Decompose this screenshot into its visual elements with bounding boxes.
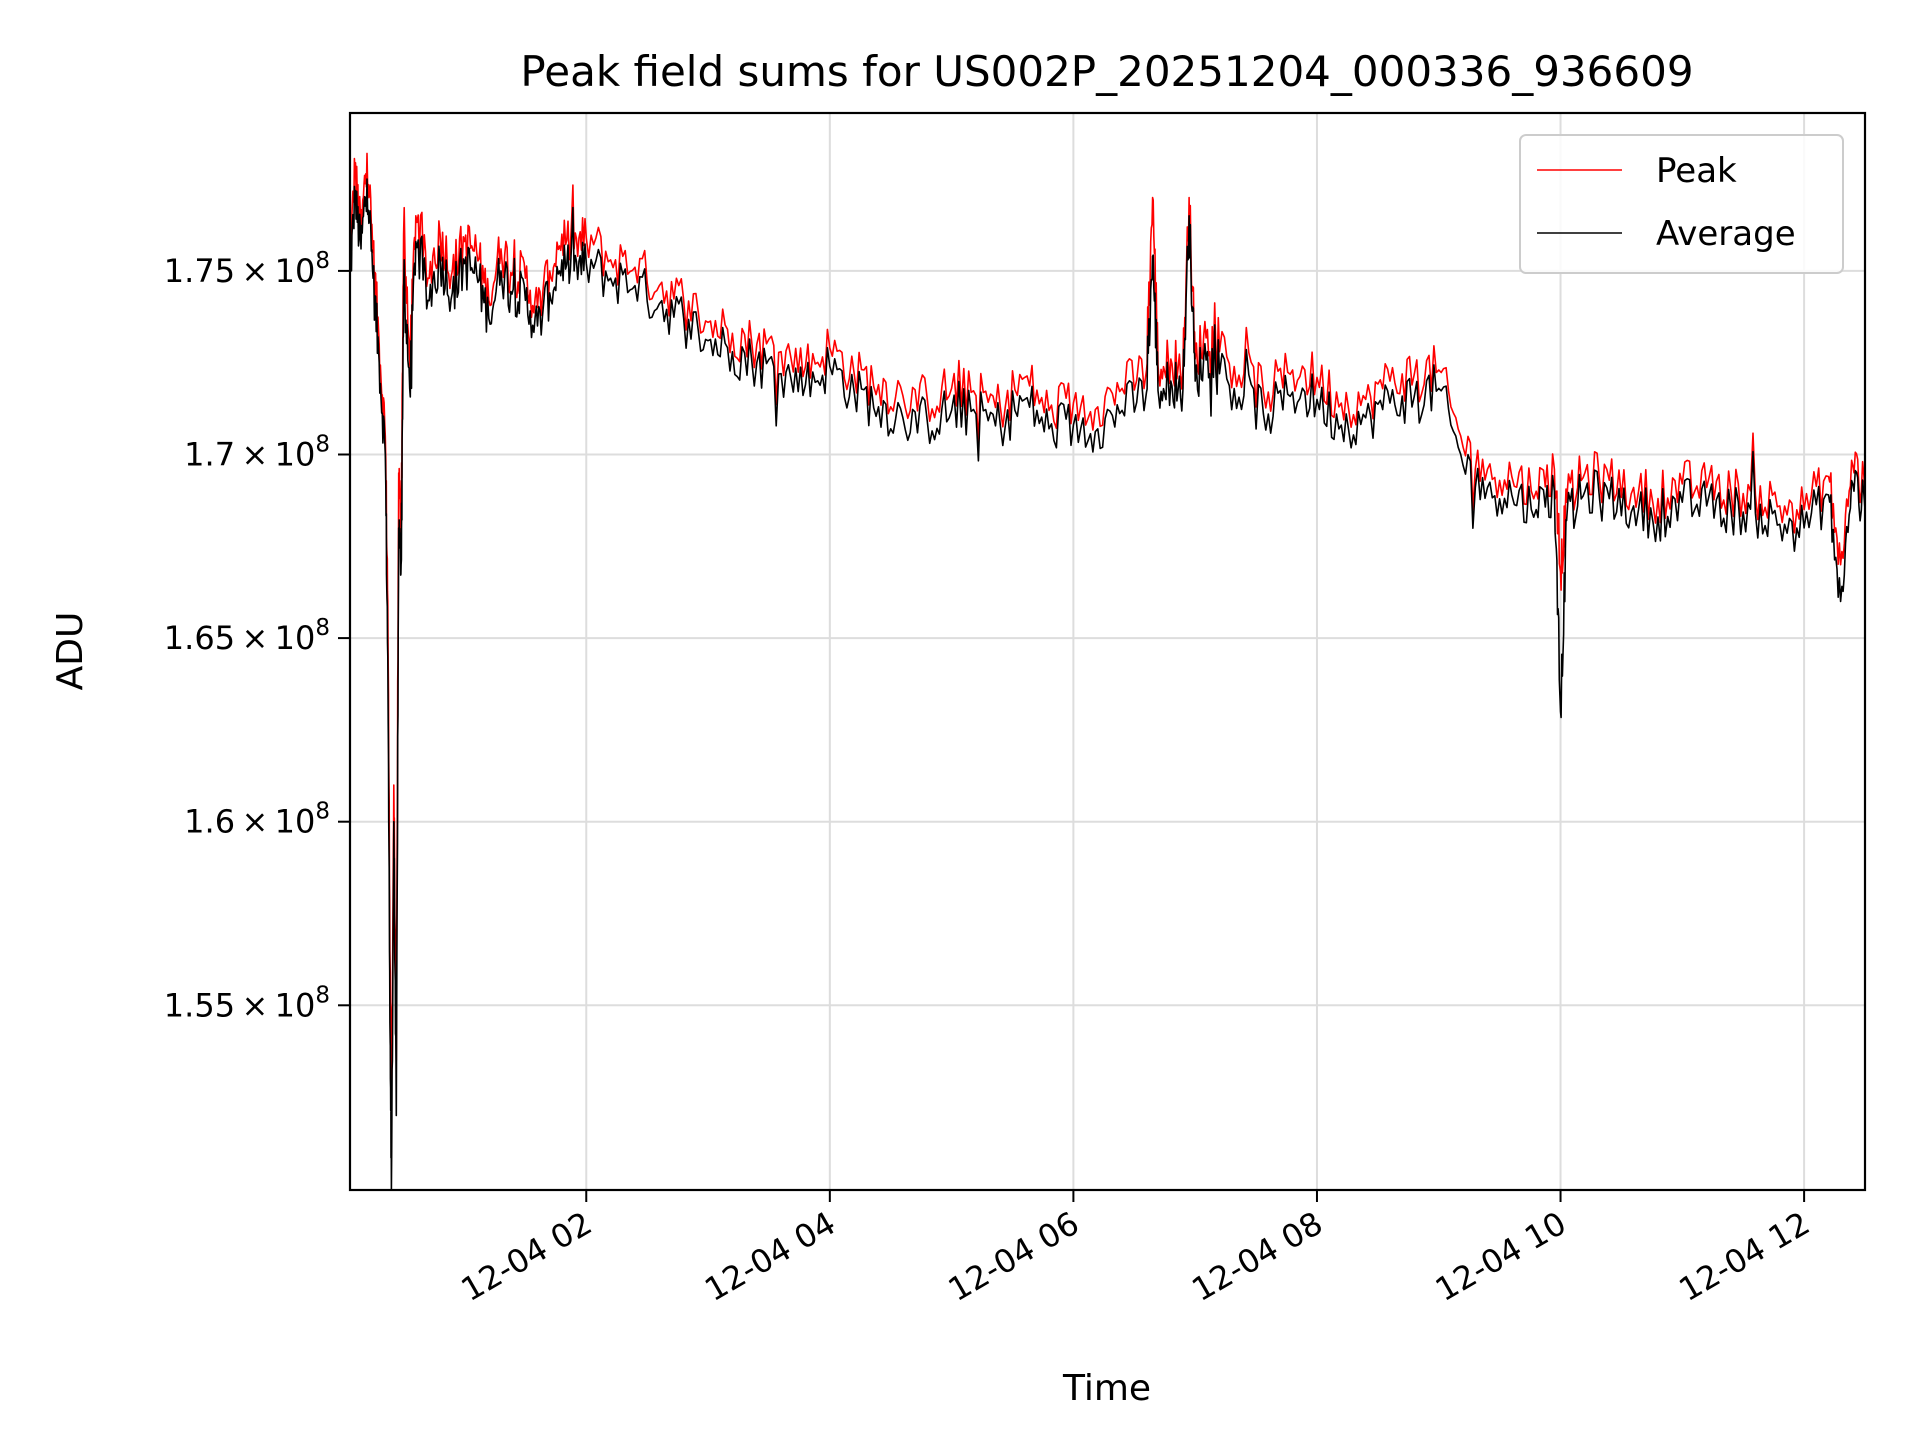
x-axis-label: Time: [1062, 1368, 1151, 1409]
legend-peak-label: Peak: [1656, 151, 1737, 191]
y-tick-label: 1.6 × 108: [184, 799, 330, 841]
line-chart: Peak field sums for US002P_20251204_0003…: [0, 0, 1920, 1440]
y-tick-label: 1.75 × 108: [164, 248, 330, 290]
legend-average-label: Average: [1656, 214, 1796, 254]
y-tick-label: 1.55 × 108: [164, 982, 330, 1024]
chart-title: Peak field sums for US002P_20251204_0003…: [520, 47, 1693, 96]
y-tick-label: 1.65 × 108: [164, 615, 330, 657]
y-axis-label: ADU: [50, 612, 91, 691]
y-tick-label: 1.7 × 108: [184, 431, 330, 473]
legend: Peak Average: [1520, 135, 1843, 273]
